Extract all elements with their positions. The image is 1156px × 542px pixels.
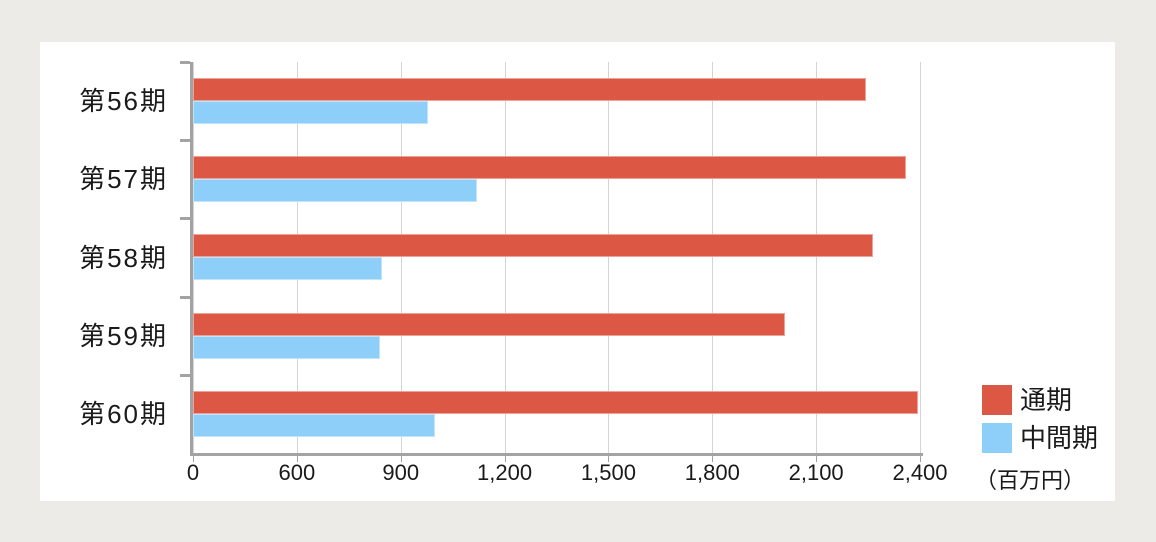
category-label: 第59期 (79, 320, 168, 351)
gridline (400, 62, 402, 453)
x-tick-mark (504, 456, 506, 462)
y-tick-mark (180, 139, 190, 143)
x-tick-mark (400, 456, 402, 462)
x-tick-label: 2,100 (788, 460, 844, 485)
axis-line-x (190, 453, 923, 456)
x-tick-label: 900 (382, 460, 420, 485)
gridline (712, 62, 714, 453)
x-tick-mark (816, 456, 818, 462)
gridline (816, 62, 818, 453)
x-tick-label: 0 (186, 460, 200, 485)
axis-line-y (190, 62, 193, 456)
bar-full-year (193, 312, 785, 336)
bar-full-year (193, 234, 874, 258)
x-tick-label: 1,200 (477, 460, 533, 485)
x-tick-label: 600 (278, 460, 316, 485)
bar-full-year (193, 78, 867, 101)
x-tick-label: 2,400 (892, 460, 948, 485)
legend-swatch-interim (982, 423, 1012, 453)
x-tick-label: 1,500 (580, 460, 636, 485)
category-label: 第60期 (79, 398, 168, 429)
y-tick-mark (180, 217, 190, 221)
plot-area (180, 61, 923, 462)
bar-interim (193, 413, 436, 437)
legend-swatch-full-year (982, 385, 1012, 415)
legend-label-full-year: 通期 (1020, 385, 1073, 415)
category-label: 第56期 (79, 86, 168, 117)
bar-interim (193, 179, 477, 203)
gridline (504, 62, 506, 453)
gridline (608, 62, 610, 453)
x-tick-mark (712, 456, 714, 462)
category-label: 第57期 (79, 164, 168, 195)
y-tick-mark (180, 373, 190, 377)
x-tick-mark (193, 456, 194, 462)
gridline (920, 62, 921, 453)
bar-interim (193, 257, 382, 281)
x-tick-mark (608, 456, 610, 462)
y-tick-mark (180, 295, 190, 299)
x-tick-mark (920, 456, 921, 462)
bar-interim (193, 335, 380, 359)
chart-card: 第56期第57期第58期第59期第60期 0 600 900 1,200 1,500 1,… (40, 42, 1115, 501)
x-tick-label: 1,800 (684, 460, 740, 485)
category-label: 第58期 (79, 242, 168, 273)
bar-full-year (193, 390, 919, 414)
bar-full-year (193, 156, 907, 180)
axis-unit-label: （百万円） (975, 468, 1086, 493)
bar-interim (193, 101, 429, 124)
y-tick-mark (180, 61, 190, 64)
x-tick-mark (296, 456, 298, 462)
legend-label-interim: 中間期 (1020, 423, 1099, 453)
